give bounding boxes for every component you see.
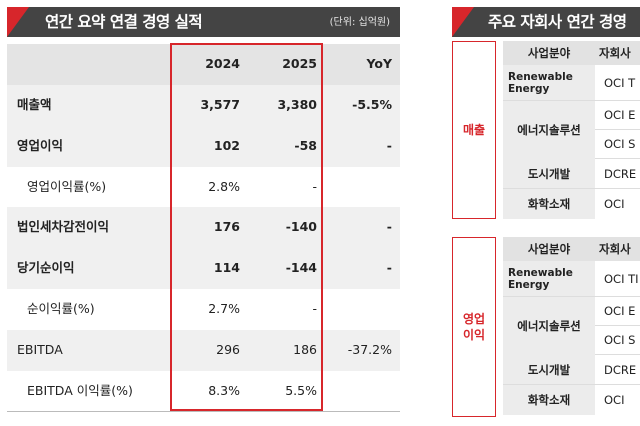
value-2024: 2.7% xyxy=(208,300,240,316)
table-bottom-rule xyxy=(7,411,400,412)
row-label: 당기순이익 xyxy=(17,260,75,276)
col-2025: 2025 xyxy=(282,56,317,71)
field-label: 화학소재 xyxy=(503,385,595,415)
field-label: 도시개발 xyxy=(503,159,595,188)
table-row: 화학소재 OCI xyxy=(503,385,640,415)
value-2024: 2.8% xyxy=(208,178,240,194)
subsidiary-name: OCI xyxy=(604,393,625,407)
table-row: 당기순이익 114 -144 - xyxy=(7,248,400,289)
section-label-text: 영업 xyxy=(462,312,486,326)
subsidiary-name: OCI xyxy=(604,197,625,211)
value-2025: - xyxy=(312,300,317,316)
table-row: 영업이익률(%) 2.8% - xyxy=(7,166,400,208)
field-label: 화학소재 xyxy=(503,189,595,219)
value-yoy: - xyxy=(386,260,392,276)
value-2025: 5.5% xyxy=(285,382,317,398)
value-2025: 186 xyxy=(293,341,317,357)
table-row: Renewable Energy OCI T xyxy=(503,65,640,101)
left-title-banner: 연간 요약 연결 경영 실적 (단위: 십억원) xyxy=(7,7,400,37)
value-yoy: - xyxy=(386,219,392,235)
section-label-operating-profit: 영업 이익 xyxy=(452,237,496,417)
table-row: 영업이익 102 -58 - xyxy=(7,125,400,167)
row-label: 영업이익률(%) xyxy=(27,178,107,194)
table-row: 매출액 3,577 3,380 -5.5% xyxy=(7,85,400,126)
subsidiary-name: DCRE xyxy=(604,166,637,181)
value-yoy: -5.5% xyxy=(352,97,392,112)
value-2025: - xyxy=(312,178,317,194)
banner-accent xyxy=(452,7,474,37)
table-row: EBITDA 이익률(%) 8.3% 5.5% xyxy=(7,370,400,412)
right-title-banner: 주요 자회사 연간 경영 xyxy=(452,7,640,37)
value-2024: 296 xyxy=(216,341,240,357)
subsidiary-table-revenue: 사업분야 자회사 Renewable Energy OCI T 에너지솔루션 O… xyxy=(503,41,640,219)
field-label: Renewable Energy xyxy=(503,65,595,100)
header-subsidiary: 자회사 xyxy=(599,242,631,256)
col-2024: 2024 xyxy=(205,56,240,71)
left-title: 연간 요약 연결 경영 실적 xyxy=(45,13,203,31)
header-field: 사업분야 xyxy=(503,41,595,65)
field-label: Renewable Energy xyxy=(503,261,595,296)
table-header: 사업분야 자회사 xyxy=(503,237,640,261)
value-2024: 176 xyxy=(213,219,240,235)
highlight-box xyxy=(170,43,323,411)
value-2025: -58 xyxy=(294,137,317,153)
row-label: EBITDA 이익률(%) xyxy=(27,382,133,398)
subsidiary-table-operating-profit: 사업분야 자회사 Renewable Energy OCI TI 에너지솔루션 … xyxy=(503,237,640,415)
table-row: 법인세차감전이익 176 -140 - xyxy=(7,207,400,249)
row-label: EBITDA xyxy=(17,341,63,357)
summary-table: 2024 2025 YoY 매출액 3,577 3,380 -5.5% 영업이익… xyxy=(7,44,400,412)
right-title: 주요 자회사 연간 경영 xyxy=(488,13,627,31)
table-row: 순이익률(%) 2.7% - xyxy=(7,288,400,330)
table-row: 도시개발 DCRE xyxy=(503,159,640,189)
subsidiary-name: OCI S xyxy=(604,137,636,151)
table-header: 2024 2025 YoY xyxy=(7,44,400,85)
header-field: 사업분야 xyxy=(503,237,595,261)
table-row: 화학소재 OCI xyxy=(503,189,640,219)
value-yoy: - xyxy=(386,137,392,153)
row-label: 영업이익 xyxy=(17,137,64,153)
value-yoy: -37.2% xyxy=(347,341,392,357)
table-row: 에너지솔루션 OCI E xyxy=(503,101,640,159)
header-subsidiary: 자회사 xyxy=(599,46,631,60)
row-label: 법인세차감전이익 xyxy=(17,219,110,235)
value-2024: 102 xyxy=(213,137,240,153)
section-label-text: 이익 xyxy=(462,328,486,342)
table-header: 사업분야 자회사 xyxy=(503,41,640,65)
section-label-revenue: 매출 xyxy=(452,41,496,219)
value-2025: -140 xyxy=(285,219,317,235)
value-2025: -144 xyxy=(285,260,317,276)
col-yoy: YoY xyxy=(366,56,392,71)
banner-accent xyxy=(7,7,29,37)
value-2024: 8.3% xyxy=(208,382,240,398)
subsidiary-name: DCRE xyxy=(604,362,637,377)
subsidiary-name: OCI E xyxy=(604,108,636,122)
subsidiary-name: OCI E xyxy=(604,304,636,318)
row-label: 매출액 xyxy=(17,97,52,112)
table-row: 도시개발 DCRE xyxy=(503,355,640,385)
field-label: 에너지솔루션 xyxy=(503,297,595,355)
subsidiary-name: OCI TI xyxy=(604,271,639,286)
value-2024: 114 xyxy=(213,260,240,276)
row-label: 순이익률(%) xyxy=(27,300,95,316)
value-2025: 3,380 xyxy=(277,97,317,112)
subsidiary-name: OCI S xyxy=(604,333,636,347)
value-2024: 3,577 xyxy=(200,97,240,112)
subsidiary-name: OCI T xyxy=(604,75,636,90)
table-row: 에너지솔루션 OCI E xyxy=(503,297,640,355)
field-label: 도시개발 xyxy=(503,355,595,384)
unit-label: (단위: 십억원) xyxy=(329,17,390,28)
table-row: EBITDA 296 186 -37.2% xyxy=(7,329,400,371)
field-label: 에너지솔루션 xyxy=(503,101,595,159)
section-label-text: 매출 xyxy=(462,123,486,137)
table-row: Renewable Energy OCI TI xyxy=(503,261,640,297)
